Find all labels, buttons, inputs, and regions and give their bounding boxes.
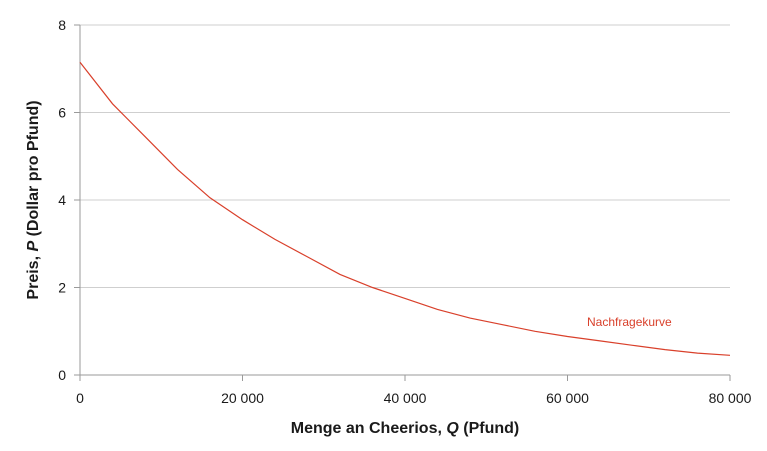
series-line-nachfragekurve (79, 61, 731, 356)
x-tick-label: 80 000 (709, 390, 752, 406)
series-label-nachfragekurve: Nachfragekurve (587, 315, 672, 329)
y-tick-label: 6 (58, 105, 66, 121)
x-tick-label: 20 000 (221, 390, 264, 406)
x-tick-label: 0 (76, 390, 84, 406)
tick-labels: 0 2 4 6 8 0 20 000 40 000 60 000 80 000 (58, 17, 751, 406)
x-tick-label: 40 000 (384, 390, 427, 406)
x-axis-title: Menge an Cheerios, Q (Pfund) (291, 420, 519, 437)
y-tick-label: 4 (58, 192, 66, 208)
x-tick-label: 60 000 (546, 390, 589, 406)
y-axis-title: Preis, P (Dollar pro Pfund) (25, 100, 42, 299)
series-layer (79, 61, 731, 356)
grid-lines (80, 24, 730, 288)
y-tick-label: 0 (58, 367, 66, 383)
axes (74, 24, 731, 381)
y-tick-label: 8 (58, 17, 66, 33)
y-tick-label: 2 (58, 280, 66, 296)
